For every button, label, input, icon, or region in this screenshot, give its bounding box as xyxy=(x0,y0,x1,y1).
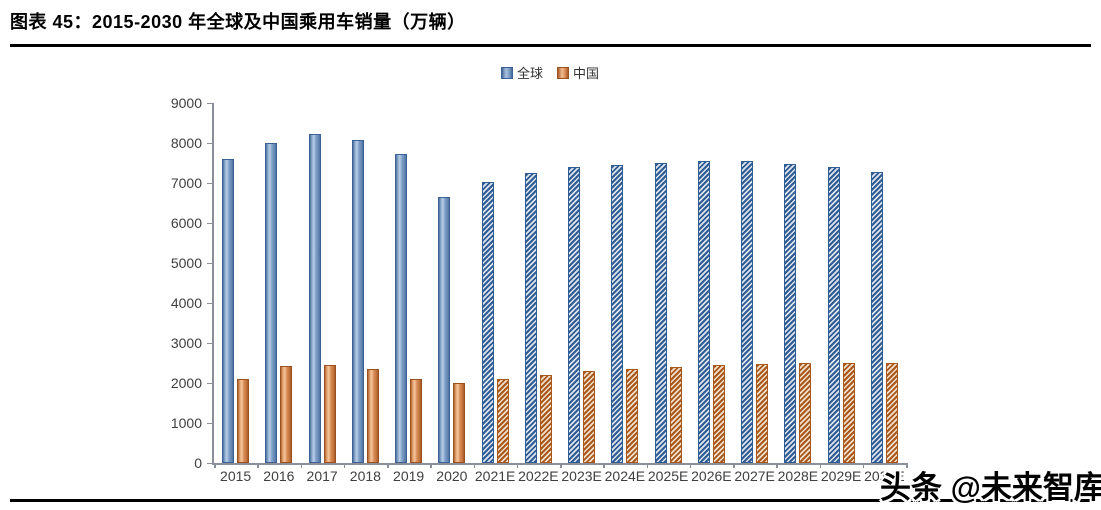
bar-china-2024E xyxy=(626,369,639,463)
bar-global-2025E xyxy=(654,163,667,463)
legend-label-china: 中国 xyxy=(573,66,600,81)
x-axis-category-label: 2028E xyxy=(777,468,819,484)
bar-china-2023E xyxy=(583,371,596,463)
y-axis-tick-label: 1000 xyxy=(170,415,202,431)
bar-china-2030E xyxy=(885,363,898,463)
y-axis-tick xyxy=(207,182,212,184)
x-axis-tick xyxy=(257,463,259,468)
x-axis-tick xyxy=(646,463,648,468)
bar-china-2016 xyxy=(280,366,293,463)
x-axis-tick xyxy=(603,463,605,468)
bar-global-2020 xyxy=(438,197,451,463)
y-axis-tick xyxy=(207,462,212,464)
y-axis-tick xyxy=(207,142,212,144)
x-axis-category-label: 2016 xyxy=(263,468,295,484)
y-axis-line xyxy=(212,103,214,463)
x-axis-tick xyxy=(560,463,562,468)
x-axis-category-label: 2027E xyxy=(734,468,775,484)
x-axis-category-label: 2015 xyxy=(220,468,252,484)
y-axis-tick-label: 3000 xyxy=(170,335,202,351)
x-axis-tick xyxy=(819,463,821,468)
x-axis-category-label: 2026E xyxy=(691,468,732,484)
bar-global-2030E xyxy=(870,172,883,463)
bar-global-2017 xyxy=(308,134,321,463)
y-axis-tick xyxy=(207,382,212,384)
x-axis-tick xyxy=(689,463,692,468)
bar-global-2026E xyxy=(697,161,710,463)
y-axis-tick-label: 6000 xyxy=(170,215,202,231)
legend-swatch-global-icon xyxy=(501,66,513,79)
bar-global-2027E xyxy=(741,161,754,463)
x-axis-category-label: 2029E xyxy=(820,468,862,484)
bar-china-2018 xyxy=(366,369,379,463)
x-axis-tick xyxy=(776,463,778,468)
legend-item-global: 全球 xyxy=(501,63,543,82)
figure-bottom-rule xyxy=(10,499,1091,502)
bar-china-2019 xyxy=(410,379,423,463)
bar-global-2015 xyxy=(222,159,235,463)
bar-global-2023E xyxy=(568,167,581,463)
x-axis-category-label: 2024E xyxy=(604,468,646,484)
bar-global-2028E xyxy=(784,164,797,463)
bar-china-2015 xyxy=(237,379,250,463)
x-axis-category-label: 2018 xyxy=(349,468,381,484)
y-axis-tick-label: 0 xyxy=(194,455,202,471)
bar-china-2027E xyxy=(756,364,769,463)
y-axis-tick-label: 9000 xyxy=(170,95,202,111)
bar-china-2022E xyxy=(539,375,552,463)
y-axis-tick xyxy=(207,262,212,264)
y-axis-tick xyxy=(207,222,212,224)
y-axis-tick xyxy=(207,302,212,304)
y-axis-tick-label: 7000 xyxy=(170,175,202,191)
x-axis-tick xyxy=(906,463,908,468)
x-axis-tick xyxy=(733,463,735,468)
x-axis-tick xyxy=(430,463,432,468)
bar-china-2026E xyxy=(712,365,725,463)
x-axis-tick xyxy=(473,463,475,468)
x-axis-tick xyxy=(862,463,865,468)
x-axis-category-label: 2023E xyxy=(561,468,602,484)
x-axis-category-label: 2022E xyxy=(518,468,559,484)
watermark-text: 头条 @未来智库 xyxy=(880,470,1101,505)
x-axis-category-label: 2019 xyxy=(393,468,425,484)
legend-label-global: 全球 xyxy=(517,66,544,81)
bar-global-2016 xyxy=(265,143,278,463)
bar-global-2019 xyxy=(395,154,408,463)
x-axis-category-label: 2017 xyxy=(306,468,338,484)
x-axis-category-label: 2025E xyxy=(647,468,689,484)
y-axis-tick-label: 5000 xyxy=(170,255,202,271)
bar-global-2029E xyxy=(827,167,840,463)
figure-title: 图表 45：2015-2030 年全球及中国乘用车销量（万辆） xyxy=(10,12,466,32)
y-axis-tick-label: 4000 xyxy=(170,295,202,311)
x-axis-line xyxy=(212,463,906,465)
bar-china-2020 xyxy=(453,383,466,463)
y-axis-tick xyxy=(207,342,212,344)
chart-legend: 全球 中国 xyxy=(501,63,599,82)
title-underline-rule xyxy=(10,44,1091,47)
y-axis-tick xyxy=(207,422,212,424)
bar-global-2022E xyxy=(524,173,537,463)
x-axis-tick xyxy=(300,463,302,468)
x-axis-category-label: 2021E xyxy=(474,468,516,484)
y-axis-tick xyxy=(207,102,212,104)
bar-global-2018 xyxy=(351,140,364,463)
y-axis-tick-label: 8000 xyxy=(170,135,202,151)
bar-global-2021E xyxy=(481,182,494,463)
x-axis-category-label: 2030E xyxy=(864,468,905,484)
x-axis-tick xyxy=(516,463,519,468)
x-axis-tick xyxy=(387,463,389,468)
x-axis-category-label: 2020 xyxy=(436,468,468,484)
bar-china-2029E xyxy=(842,363,855,463)
bar-china-2025E xyxy=(669,367,682,463)
bar-global-2024E xyxy=(611,165,624,463)
bar-china-2028E xyxy=(799,363,812,463)
bar-china-2017 xyxy=(323,365,336,463)
legend-swatch-china-icon xyxy=(557,66,570,79)
x-axis-tick xyxy=(343,463,346,468)
x-axis-tick xyxy=(214,463,216,468)
y-axis-tick-label: 2000 xyxy=(170,375,202,391)
legend-item-china: 中国 xyxy=(557,63,599,82)
bar-china-2021E xyxy=(496,379,509,463)
